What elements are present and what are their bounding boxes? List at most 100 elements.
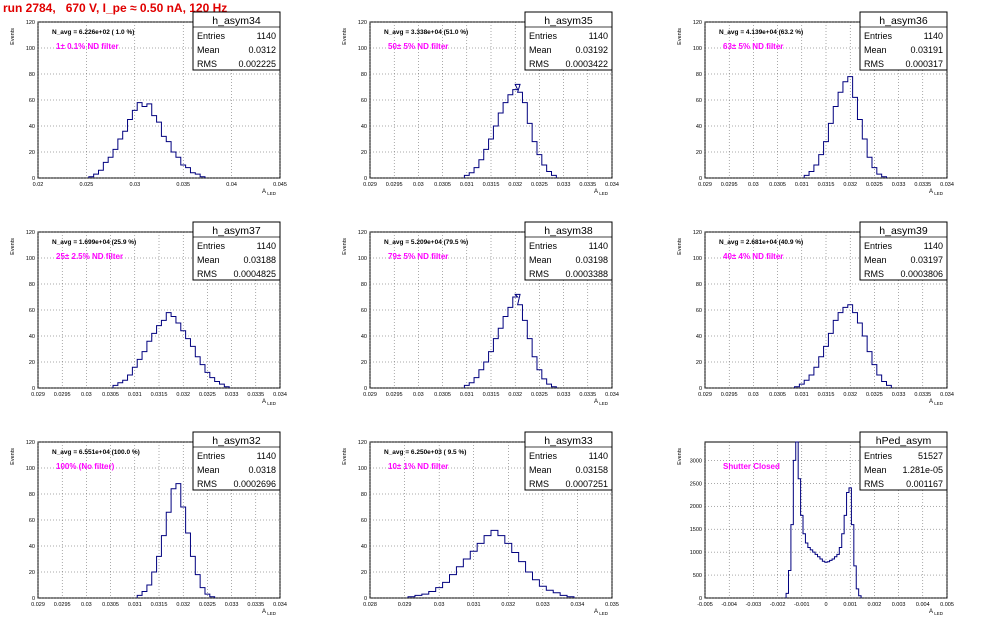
histogram-line (463, 83, 557, 178)
y-tick-label: 20 (361, 570, 367, 576)
x-tick-label: 0.032 (508, 182, 522, 188)
y-tick-label: 1000 (690, 550, 702, 556)
x-axis-label: A LED (594, 609, 609, 616)
x-tick-label: 0.0325 (866, 392, 883, 398)
x-tick-label: 0.033 (225, 602, 239, 608)
x-tick-label: 0.03 (748, 182, 759, 188)
stats-label: Mean (529, 255, 552, 265)
y-tick-label: 20 (29, 570, 35, 576)
stats-value: 0.0318 (248, 465, 276, 475)
stats-label: Mean (864, 45, 887, 55)
navg-label: N_avg = 3.338e+04 (51.0 %) (384, 29, 468, 36)
stats-value: 0.0312 (248, 45, 276, 55)
y-axis-label: Events (10, 448, 16, 465)
x-tick-label: 0.029 (363, 182, 377, 188)
y-tick-label: 80 (696, 282, 702, 288)
x-tick-label: -0.004 (721, 602, 737, 608)
y-tick-label: 60 (29, 518, 35, 524)
x-tick-label: 0.029 (31, 602, 45, 608)
x-tick-label: 0.025 (80, 182, 94, 188)
x-tick-label: 0.03 (413, 392, 424, 398)
navg-label: N_avg = 5.209e+04 (79.5 %) (384, 239, 468, 246)
x-axis-label: A LED (929, 399, 944, 406)
stats-label: Entries (864, 241, 893, 251)
y-tick-label: 20 (29, 150, 35, 156)
stats-label: RMS (197, 269, 217, 279)
y-tick-label: 100 (358, 466, 367, 472)
x-tick-label: 0.028 (363, 602, 377, 608)
y-axis-label: Events (342, 28, 348, 45)
stats-value: 0.0003806 (900, 269, 943, 279)
y-axis-label: Events (342, 238, 348, 255)
filter-label: 50± 5% ND filter (388, 42, 448, 51)
x-tick-label: 0.0295 (386, 182, 403, 188)
y-axis-label: Events (342, 448, 348, 465)
stats-value: 1140 (924, 31, 943, 41)
x-tick-label: 0.02 (33, 182, 44, 188)
stats-value: 1140 (589, 451, 608, 461)
histogram-line (794, 304, 892, 388)
stats-label: Mean (529, 45, 552, 55)
y-tick-label: 80 (361, 282, 367, 288)
x-tick-label: 0.034 (605, 182, 619, 188)
y-tick-label: 60 (361, 308, 367, 314)
y-tick-label: 1500 (690, 527, 702, 533)
stats-box (524, 221, 613, 281)
y-tick-label: 120 (26, 20, 35, 26)
x-tick-label: 0.0295 (54, 602, 71, 608)
y-tick-label: 60 (696, 308, 702, 314)
y-tick-label: 0 (364, 596, 367, 602)
filter-label: 79± 5% ND filter (388, 252, 448, 261)
y-tick-label: 40 (29, 334, 35, 340)
stats-label: Mean (529, 465, 552, 475)
x-tick-label: 0.029 (31, 392, 45, 398)
histogram-panel-h_asym35: 0.029 0.0295 0.03 0.0305 0.031 0.0315 0.032 0.0… (342, 11, 619, 196)
stats-box (859, 431, 948, 491)
y-tick-label: 40 (29, 544, 35, 550)
x-tick-label: 0.033 (892, 182, 906, 188)
y-tick-label: 2000 (690, 504, 702, 510)
stats-value: 1140 (257, 241, 276, 251)
x-axis-label: A LED (594, 399, 609, 406)
x-tick-label: 0.045 (273, 182, 287, 188)
y-tick-label: 80 (361, 72, 367, 78)
x-tick-label: 0.029 (698, 182, 712, 188)
y-tick-label: 0 (699, 596, 702, 602)
stats-box-title: h_asym33 (544, 435, 593, 447)
stats-value: 0.000317 (905, 59, 943, 69)
y-tick-label: 120 (26, 440, 35, 446)
x-tick-label: 0.031 (128, 392, 142, 398)
y-tick-label: 80 (29, 282, 35, 288)
x-tick-label: 0.034 (273, 392, 287, 398)
stats-box (859, 221, 948, 281)
navg-label: N_avg = 4.139e+04 (63.2 %) (719, 29, 803, 36)
x-tick-label: -0.003 (746, 602, 762, 608)
x-tick-label: 0.0325 (199, 602, 216, 608)
y-tick-label: 100 (358, 46, 367, 52)
stats-label: Entries (864, 31, 893, 41)
x-tick-label: 0.0325 (531, 392, 548, 398)
histogram-panel-hPed_asym: -0.005 -0.004 -0.003 -0.002 -0.001 0 0.001 0.00… (677, 431, 954, 616)
y-axis-label: Events (10, 28, 16, 45)
x-tick-label: 0.033 (557, 392, 571, 398)
stats-box-title: h_asym36 (879, 15, 928, 27)
histogram-line (112, 312, 230, 388)
stats-label: RMS (529, 59, 549, 69)
x-tick-label: 0.031 (460, 392, 474, 398)
navg-label: N_avg = 2.681e+04 (40.9 %) (719, 239, 803, 246)
stats-label: Entries (197, 451, 226, 461)
histogram-line (136, 483, 216, 598)
stats-box (859, 11, 948, 71)
y-tick-label: 0 (32, 386, 35, 392)
stats-box-title: h_asym34 (212, 15, 261, 27)
y-tick-label: 60 (361, 518, 367, 524)
y-tick-label: 20 (361, 150, 367, 156)
x-tick-label: 0.029 (363, 392, 377, 398)
x-tick-label: 0.03 (434, 602, 445, 608)
x-tick-label: 0.032 (176, 602, 190, 608)
y-tick-label: 40 (361, 544, 367, 550)
stats-label: Mean (197, 45, 220, 55)
y-tick-label: 20 (696, 360, 702, 366)
histogram-line (407, 529, 575, 598)
stats-label: RMS (197, 59, 217, 69)
